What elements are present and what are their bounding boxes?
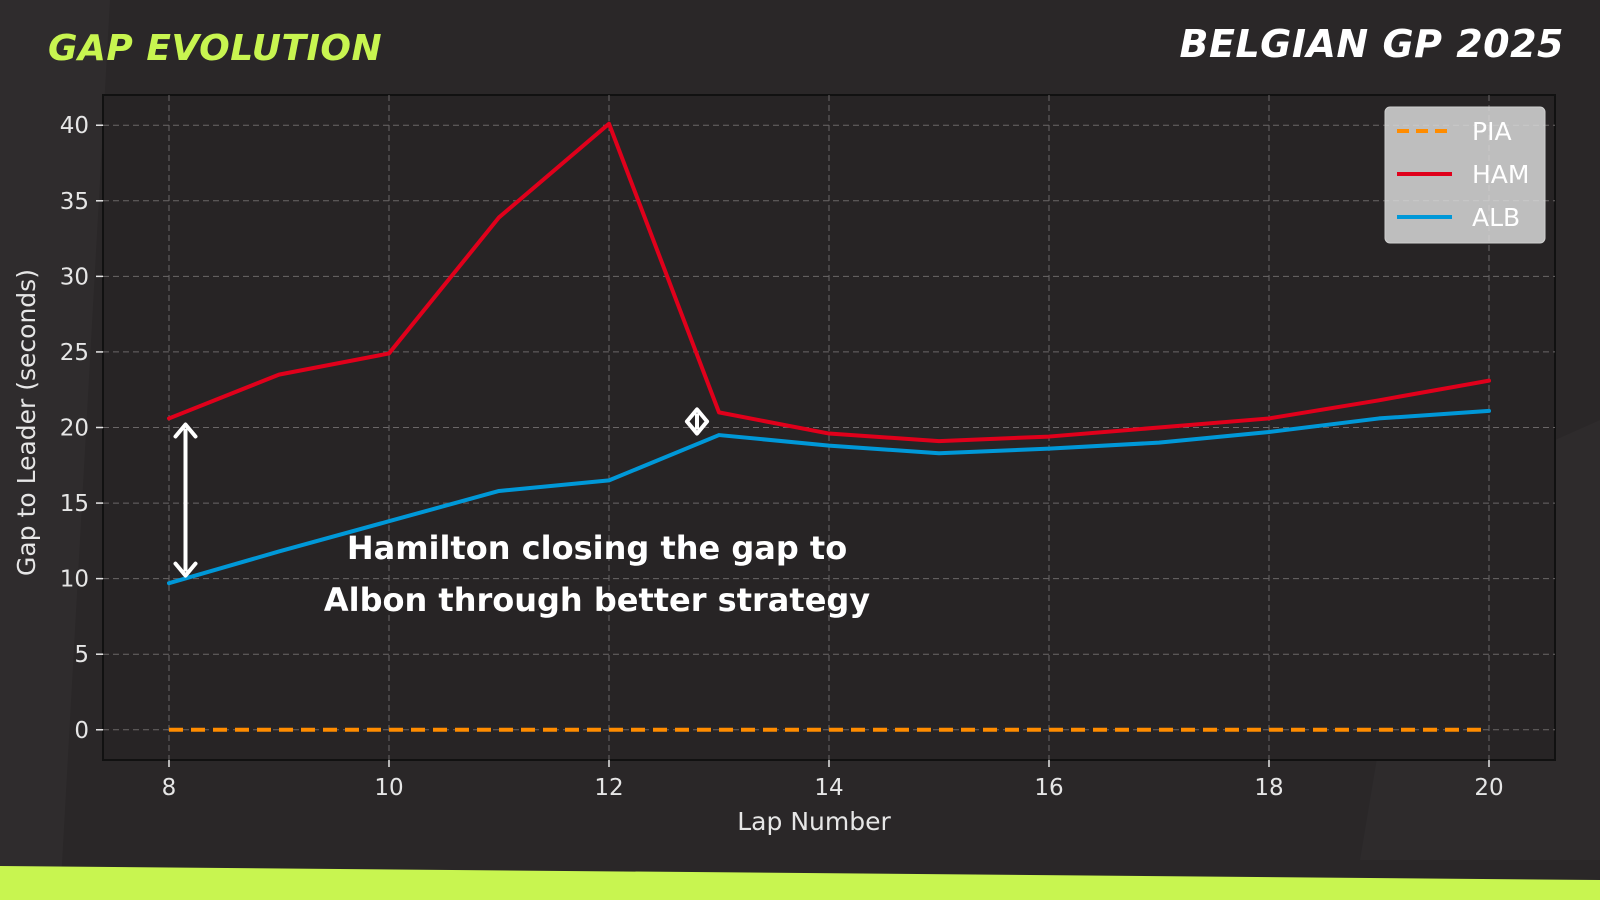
- gap-arrow-2: [685, 407, 709, 436]
- x-tick-label: 16: [1034, 775, 1063, 801]
- y-tick-label: 35: [60, 189, 89, 215]
- legend-label-pia: PIA: [1472, 117, 1512, 146]
- page-title: GAP EVOLUTION: [48, 28, 383, 69]
- legend-label-ham: HAM: [1472, 160, 1529, 189]
- y-tick-label: 20: [60, 416, 89, 442]
- legend-label-alb: ALB: [1472, 203, 1520, 232]
- y-tick-label: 5: [74, 642, 89, 668]
- x-tick-label: 20: [1474, 775, 1503, 801]
- y-tick-label: 40: [60, 113, 89, 139]
- x-tick-label: 8: [162, 775, 177, 801]
- legend-box: [1384, 106, 1546, 244]
- y-tick-label: 25: [60, 340, 89, 366]
- accent-bottom-bar: [0, 866, 1600, 900]
- y-tick-label: 10: [60, 567, 89, 593]
- y-tick-label: 30: [60, 264, 89, 290]
- gap-arrow-1: [173, 422, 198, 578]
- event-title: BELGIAN GP 2025: [1179, 22, 1564, 66]
- series-line-ham: [167, 121, 1491, 444]
- annotation-text-line: Albon through better strategy: [324, 581, 870, 619]
- y-tick-label: 15: [60, 491, 89, 517]
- series-line-alb: [167, 408, 1491, 586]
- x-tick-label: 12: [594, 775, 623, 801]
- x-tick-label: 14: [814, 775, 843, 801]
- x-tick-label: 18: [1254, 775, 1283, 801]
- y-axis-title: Gap to Leader (seconds): [12, 269, 41, 576]
- annotation-text-line: Hamilton closing the gap to: [347, 529, 847, 567]
- x-axis-title: Lap Number: [737, 807, 891, 836]
- x-tick-label: 10: [374, 775, 403, 801]
- y-tick-label: 0: [74, 718, 89, 744]
